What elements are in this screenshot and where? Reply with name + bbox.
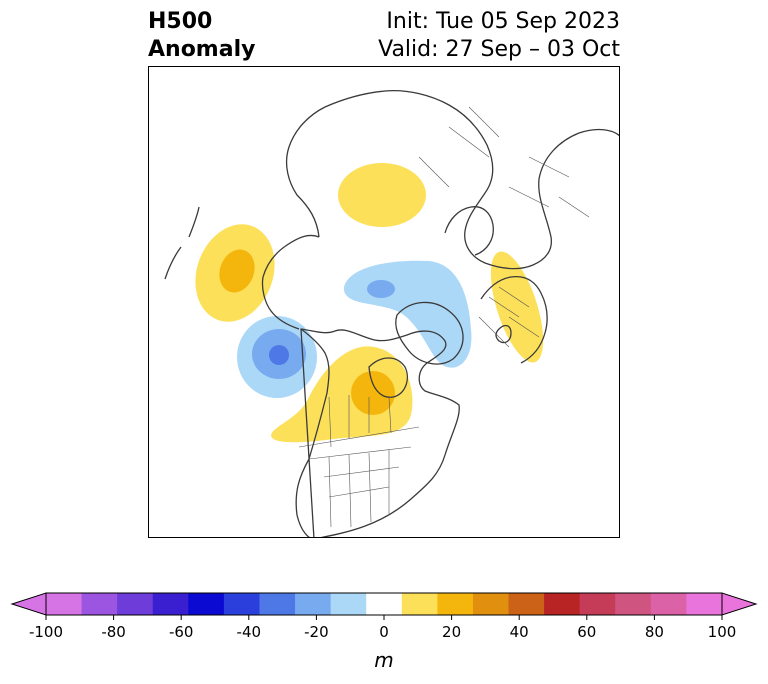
- colorbar-unit: m: [374, 648, 394, 672]
- colorbar-segment: [46, 593, 83, 615]
- colorbar-segment: [223, 593, 260, 615]
- coastline-british-isles: [495, 324, 512, 344]
- coastline-hudson-bay: [368, 357, 408, 398]
- colorbar-segment: [259, 593, 296, 615]
- valid-range: Valid: 27 Sep – 03 Oct: [378, 37, 620, 62]
- title-right: Init: Tue 05 Sep 2023 Valid: 27 Sep – 03…: [378, 8, 620, 64]
- coastline-japan: [164, 206, 200, 280]
- coastline-eurasia: [285, 89, 619, 270]
- field-name: H500: [148, 9, 213, 34]
- colorbar-segment: [437, 593, 474, 615]
- colorbar-tick-label: -100: [29, 623, 63, 641]
- colorbar-ticks: -100 -80 -60 -40 -20 0 20 40 60 80 100: [29, 615, 736, 641]
- colorbar-segments: [10, 592, 758, 616]
- coastline-greenland: [395, 301, 464, 365]
- coastline-europe: [480, 275, 548, 364]
- colorbar-tick-label: 80: [645, 623, 664, 641]
- anomaly-canada-core: [351, 371, 395, 415]
- coastlines: [164, 89, 619, 537]
- political-borders: [298, 106, 590, 528]
- colorbar-segment: [615, 593, 652, 615]
- coastline-alaska: [261, 234, 320, 330]
- anomaly-ne-pacific-core: [219, 249, 255, 293]
- init-date: Init: Tue 05 Sep 2023: [386, 9, 620, 34]
- colorbar-segment: [650, 593, 687, 615]
- colorbar-tick-label: -60: [169, 623, 194, 641]
- colorbar-tick-label: -20: [304, 623, 329, 641]
- colorbar-extend-min: [10, 592, 47, 616]
- colorbar-segment: [81, 593, 118, 615]
- border-europe: [478, 286, 540, 348]
- anomaly-asia: [490, 251, 544, 363]
- colorbar-segment: [330, 593, 367, 615]
- map-svg: [164, 89, 619, 537]
- colorbar: -100 -80 -60 -40 -20 0 20 40 60 80 100: [10, 592, 758, 641]
- anomaly-goa-core: [269, 345, 289, 365]
- anomaly-map: [148, 66, 620, 538]
- colorbar-segment: [544, 593, 581, 615]
- anomaly-russia: [338, 163, 426, 227]
- border-canada-provinces: [328, 395, 392, 448]
- border-asia: [418, 106, 590, 218]
- colorbar-tick-label: 20: [442, 623, 461, 641]
- colorbar-tick-label: 60: [577, 623, 596, 641]
- colorbar-segment: [188, 593, 225, 615]
- colorbar-segment: [579, 593, 616, 615]
- border-us-canada: [298, 426, 420, 498]
- colorbar-segment: [295, 593, 332, 615]
- title-left: H500 Anomaly: [148, 8, 255, 64]
- colorbar-tick-label: 40: [510, 623, 529, 641]
- colorbar-segment: [401, 593, 438, 615]
- border-us-states: [328, 450, 390, 528]
- colorbar-segment: [508, 593, 545, 615]
- colorbar-segment: [152, 593, 189, 615]
- anomaly-arctic-core: [367, 280, 395, 298]
- colorbar-segment: [472, 593, 510, 615]
- colorbar-segment: [686, 593, 723, 615]
- colorbar-segment: [117, 593, 154, 615]
- colorbar-tick-label: -40: [237, 623, 262, 641]
- anomaly-fills: [195, 163, 544, 443]
- colorbar-extend-max: [721, 592, 758, 616]
- colorbar-segment: [366, 593, 403, 615]
- colorbar-tick-label: 0: [379, 623, 389, 641]
- coastline-scandinavia: [444, 206, 494, 256]
- colorbar-tick-label: 100: [708, 623, 737, 641]
- colorbar-tick-label: -80: [101, 623, 126, 641]
- field-type: Anomaly: [148, 37, 256, 62]
